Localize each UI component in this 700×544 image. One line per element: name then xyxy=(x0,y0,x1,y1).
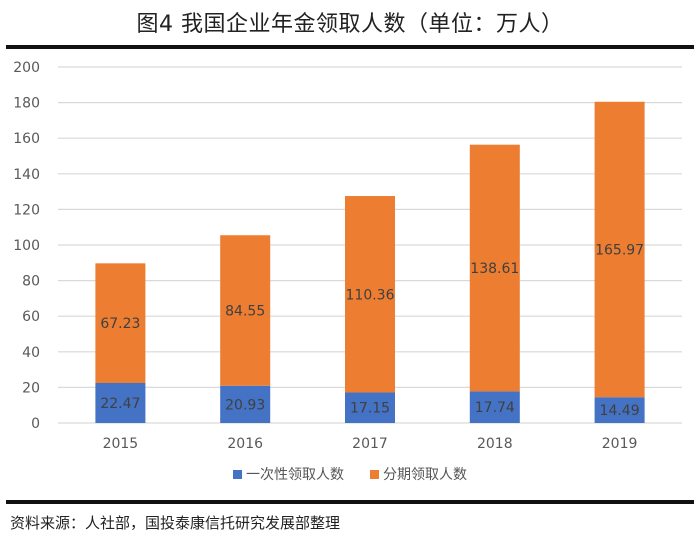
data-label: 110.36 xyxy=(346,287,395,303)
data-label: 138.61 xyxy=(470,261,519,277)
bar-segment-installment xyxy=(220,235,271,386)
bar-segment-lump-sum xyxy=(220,385,271,423)
y-tick-label: 160 xyxy=(13,131,40,147)
y-tick-label: 100 xyxy=(13,238,40,254)
bar-segment-installment xyxy=(469,144,520,392)
y-tick-label: 140 xyxy=(13,167,40,183)
chart-title: 图4 我国企业年金领取人数（单位：万人） xyxy=(136,12,564,37)
data-label: 17.15 xyxy=(350,401,390,417)
legend-label-lump-sum: 一次性领取人数 xyxy=(246,467,344,483)
data-label: 165.97 xyxy=(595,242,644,258)
y-tick-label: 80 xyxy=(22,274,40,290)
data-label: 20.93 xyxy=(225,397,265,413)
y-tick-label: 60 xyxy=(22,309,40,325)
y-tick-label: 20 xyxy=(22,380,40,396)
bar-segment-lump-sum xyxy=(594,397,645,423)
data-label: 84.55 xyxy=(225,303,265,319)
bottom-rule xyxy=(6,500,694,504)
x-tick-label: 2015 xyxy=(103,436,139,450)
bar-segment-installment xyxy=(345,196,395,393)
stacked-bar-chart: 0 20 40 60 80 100 120 140 160 180 200 22.47 67.23 20… xyxy=(13,60,682,450)
bar-segment-installment xyxy=(594,101,645,398)
x-tick-label: 2016 xyxy=(227,436,263,450)
y-tick-label: 180 xyxy=(13,96,40,112)
source-footnote: 资料来源：人社部，国投泰康信托研究发展部整理 xyxy=(10,514,341,532)
bar-segment-lump-sum xyxy=(469,391,520,423)
x-tick-label: 2017 xyxy=(352,436,388,450)
legend-label-installment: 分期领取人数 xyxy=(383,467,467,483)
x-axis-ticks: 2015 2016 2017 2018 2019 xyxy=(103,436,638,450)
bar-segment-installment xyxy=(95,263,146,384)
y-tick-label: 40 xyxy=(22,345,40,361)
legend-swatch-lump-sum xyxy=(233,469,242,479)
legend-item-installment: 分期领取人数 xyxy=(370,464,467,484)
data-label: 17.74 xyxy=(475,400,515,416)
data-label: 22.47 xyxy=(100,396,140,412)
y-tick-label: 200 xyxy=(13,60,40,76)
x-tick-label: 2018 xyxy=(477,436,513,450)
data-label: 67.23 xyxy=(100,316,140,332)
y-axis-ticks: 0 20 40 60 80 100 120 140 160 180 200 xyxy=(13,60,40,432)
bar-segment-lump-sum xyxy=(345,392,395,423)
data-label: 14.49 xyxy=(600,403,640,419)
top-rule xyxy=(6,45,694,49)
legend: 一次性领取人数 分期领取人数 xyxy=(0,464,700,484)
y-tick-label: 120 xyxy=(13,202,40,218)
x-tick-label: 2019 xyxy=(602,436,638,450)
y-tick-label: 0 xyxy=(31,416,40,432)
legend-swatch-installment xyxy=(370,469,379,479)
bar-segment-lump-sum xyxy=(95,383,146,423)
legend-item-lump-sum: 一次性领取人数 xyxy=(233,464,344,484)
bars: 22.47 67.23 20.93 84.55 17.15 110.36 17.74 138.… xyxy=(95,101,645,423)
